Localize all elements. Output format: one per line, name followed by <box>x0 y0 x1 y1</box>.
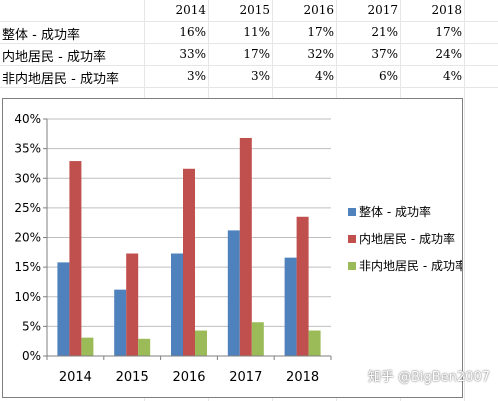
table-cell[interactable]: 17% <box>307 25 334 39</box>
grid-row-line <box>0 21 498 22</box>
legend-swatch <box>348 235 356 243</box>
bar <box>171 253 183 356</box>
table-cell[interactable]: 21% <box>371 25 398 39</box>
table-cell[interactable]: 11% <box>243 25 270 39</box>
row-label[interactable]: 整体 - 成功率 <box>2 28 80 43</box>
year-header[interactable]: 2017 <box>367 3 398 17</box>
y-tick-label: 15% <box>14 260 41 274</box>
table-cell[interactable]: 17% <box>243 47 270 61</box>
grid-column-line <box>464 0 465 401</box>
table-cell[interactable]: 4% <box>442 69 462 83</box>
table-cell[interactable]: 3% <box>250 69 270 83</box>
y-tick-label: 10% <box>14 290 41 304</box>
bar <box>126 253 139 356</box>
y-tick-label: 20% <box>14 231 41 245</box>
row-label[interactable]: 内地居民 - 成功率 <box>2 50 106 65</box>
row-label[interactable]: 非内地居民 - 成功率 <box>2 72 119 87</box>
bar <box>227 230 240 356</box>
bar <box>239 137 252 356</box>
year-header[interactable]: 2015 <box>239 3 270 17</box>
table-cell[interactable]: 32% <box>307 47 334 61</box>
legend-entry: 整体 - 成功率 <box>359 204 431 219</box>
bar <box>308 330 321 356</box>
y-tick-label: 25% <box>14 201 41 215</box>
x-tick-label: 2014 <box>59 370 92 385</box>
bar <box>138 338 151 356</box>
y-tick-label: 40% <box>14 112 41 126</box>
table-cell[interactable]: 6% <box>378 69 398 83</box>
legend-swatch <box>348 208 356 216</box>
grid-row-line <box>0 65 498 66</box>
grid-row-line <box>0 43 498 44</box>
table-cell[interactable]: 17% <box>435 25 462 39</box>
table-cell[interactable]: 24% <box>435 47 462 61</box>
bar <box>114 289 127 356</box>
x-tick-label: 2015 <box>116 370 149 385</box>
table-header-row: 2014 2015 2016 2017 2018 <box>0 0 498 22</box>
chart-container[interactable]: 0% 5% 10% 15% 20% 25% 30% 35% 40% 2014 2015 2016 201… <box>2 98 467 398</box>
bar <box>57 262 70 356</box>
table-cell[interactable]: 33% <box>179 47 206 61</box>
bar <box>195 330 207 356</box>
legend-entry: 非内地居民 - 成功率 <box>359 258 462 273</box>
table-row: 非内地居民 - 成功率 3% 3% 4% 6% 4% <box>0 66 498 88</box>
table-row: 内地居民 - 成功率 33% 17% 32% 37% 24% <box>0 44 498 66</box>
watermark: 知乎 @BigBen2007 <box>367 370 490 385</box>
year-header[interactable]: 2018 <box>431 3 462 17</box>
bar <box>284 257 297 356</box>
y-tick-label: 35% <box>14 142 41 156</box>
bar <box>296 216 309 356</box>
y-tick-label: 30% <box>14 171 41 185</box>
bar <box>251 322 264 356</box>
table-cell[interactable]: 37% <box>371 47 398 61</box>
x-tick-label: 2016 <box>172 370 205 385</box>
legend-entry: 内地居民 - 成功率 <box>359 231 455 246</box>
bar <box>81 337 94 356</box>
bar <box>183 168 195 356</box>
x-tick-label: 2017 <box>229 370 262 385</box>
year-header[interactable]: 2016 <box>303 3 334 17</box>
y-tick-label: 0% <box>22 349 41 363</box>
table-cell[interactable]: 4% <box>314 69 334 83</box>
table-cell[interactable]: 16% <box>179 25 206 39</box>
year-header[interactable]: 2014 <box>175 3 206 17</box>
table-row: 整体 - 成功率 16% 11% 17% 21% 17% <box>0 22 498 44</box>
bar <box>69 161 82 356</box>
legend-swatch <box>348 262 356 270</box>
table-cell[interactable]: 3% <box>186 69 206 83</box>
grid-row-line <box>0 87 498 88</box>
y-tick-label: 5% <box>22 319 41 333</box>
x-tick-label: 2018 <box>286 370 319 385</box>
bar-chart: 0% 5% 10% 15% 20% 25% 30% 35% 40% 2014 2015 2016 201… <box>14 112 467 385</box>
